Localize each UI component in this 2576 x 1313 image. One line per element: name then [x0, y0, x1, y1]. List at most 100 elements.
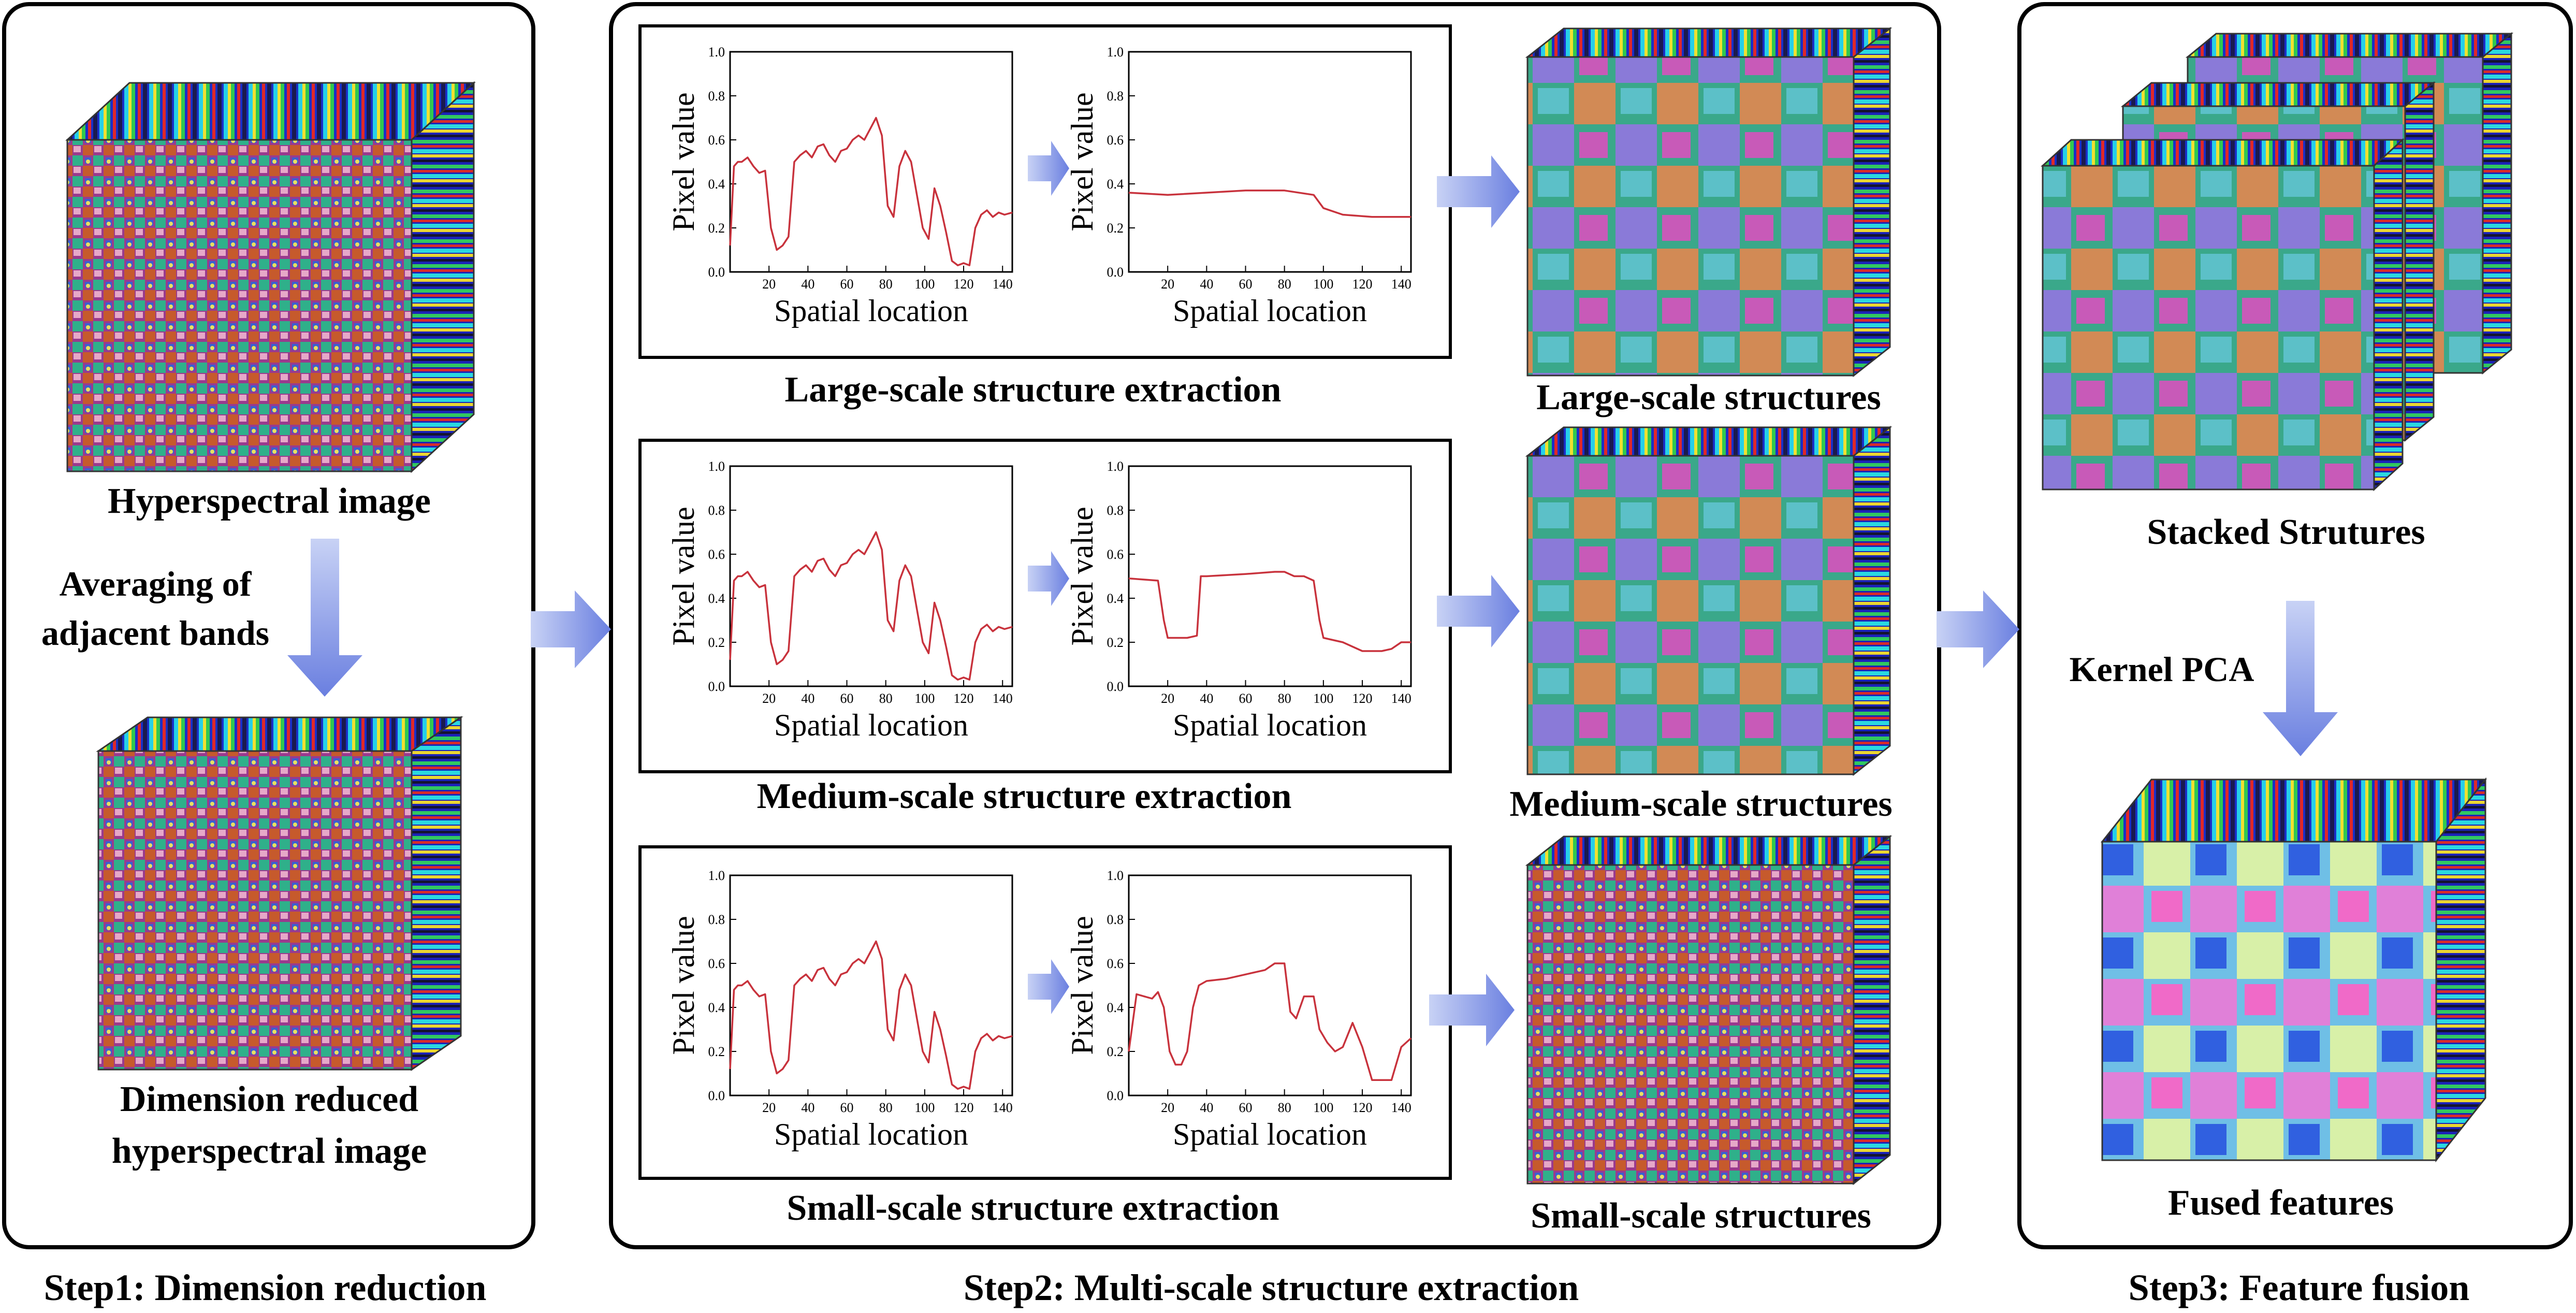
- large-structure-ytick-label: 0.8: [1107, 89, 1124, 104]
- small-original-ylabel: Pixel value: [666, 916, 701, 1055]
- large-structure-ytick-label: 0.6: [1107, 133, 1124, 148]
- step3-panel-frame: [2017, 2, 2573, 1249]
- small-original-ytick-label: 0.8: [708, 912, 725, 927]
- small-structure-ylabel: Pixel value: [1065, 916, 1099, 1055]
- small-structure-ytick-label: 0.8: [1107, 912, 1124, 927]
- large-original-plot-frame: [729, 51, 1013, 273]
- large-original-ytick-label: 0.2: [708, 221, 725, 236]
- medium-original-ytick-label: 0.0: [708, 679, 725, 694]
- large-structures-label: Large-scale structures: [1536, 378, 1881, 417]
- large-structure-ylabel: Pixel value: [1065, 92, 1099, 231]
- large-structure-xtick-label: 100: [1313, 277, 1333, 292]
- hyperspectral-image-label: Hyperspectral image: [108, 481, 431, 521]
- medium-output-arrow: [1437, 575, 1520, 647]
- stacked-structures-cubes: [2041, 32, 2514, 492]
- fused-features-label: Fused features: [2168, 1183, 2394, 1223]
- medium-structure-ytick-label: 0.2: [1107, 635, 1124, 650]
- medium-original-xtick-label: 80: [879, 691, 893, 706]
- small-structure-xtick-label: 20: [1161, 1100, 1174, 1115]
- medium-extraction-label: Medium-scale structure extraction: [757, 776, 1292, 816]
- reduced-image-label-line2: hyperspectral image: [112, 1131, 427, 1171]
- small-structure-xtick-label: 140: [1391, 1100, 1411, 1115]
- small-structure-ytick-label: 0.6: [1107, 956, 1124, 971]
- large-original-xtick-label: 20: [762, 277, 776, 292]
- large-inner-arrow: [1028, 141, 1069, 196]
- large-original-ytick-label: 0.6: [708, 133, 725, 148]
- kernel-pca-label: Kernel PCA: [2070, 650, 2254, 689]
- small-original-series-line: [729, 940, 1013, 1090]
- medium-original-ytick-label: 0.4: [708, 591, 725, 606]
- step1-caption: Step1: Dimension reduction: [44, 1267, 487, 1308]
- hyperspectral-cube: [65, 81, 476, 473]
- medium-original-xtick-label: 40: [801, 691, 814, 706]
- small-original-ytick-label: 0.4: [708, 1000, 725, 1015]
- large-structure-xlabel: Spatial location: [1173, 294, 1367, 328]
- medium-original-xtick-label: 20: [762, 691, 776, 706]
- medium-structure-ytick-label: 0.8: [1107, 503, 1124, 518]
- medium-structure-xtick-label: 100: [1313, 691, 1333, 706]
- small-structure-xtick-label: 80: [1278, 1100, 1291, 1115]
- medium-structure-ytick-label: 1.0: [1107, 459, 1124, 474]
- small-original-xtick-label: 80: [879, 1100, 893, 1115]
- large-extraction-label: Large-scale structure extraction: [785, 370, 1282, 410]
- small-original-xtick-label: 120: [954, 1100, 974, 1115]
- small-structure-chart: 0.0 0.2 0.4 0.6 0.8 1.0 20 40 60 80 100 120 140 Spati…: [1065, 868, 1412, 1151]
- medium-structure-ytick-label: 0.6: [1107, 547, 1124, 562]
- small-original-chart: 0.0 0.2 0.4 0.6 0.8 1.0 20 40 60 80 100 120 140 Spati…: [666, 868, 1013, 1151]
- large-structure-xtick-label: 140: [1391, 277, 1411, 292]
- medium-original-ytick-label: 1.0: [708, 459, 725, 474]
- small-original-ytick-label: 1.0: [708, 868, 725, 883]
- large-structure-xtick-label: 20: [1161, 277, 1174, 292]
- medium-original-ytick-label: 0.6: [708, 547, 725, 562]
- small-original-ytick-label: 0.6: [708, 956, 725, 971]
- medium-structure-series-line: [1128, 571, 1411, 652]
- small-output-arrow: [1429, 974, 1515, 1046]
- averaging-label-line1: Averaging of: [60, 564, 252, 603]
- medium-structure-ylabel: Pixel value: [1065, 507, 1099, 645]
- small-structure-series-line: [1128, 962, 1412, 1081]
- large-structure-ytick-label: 0.4: [1107, 177, 1124, 192]
- small-structure-plot-frame: [1128, 874, 1412, 1096]
- step2-to-step3-arrow: [1937, 590, 2019, 668]
- medium-structure-plot-frame: [1128, 465, 1412, 687]
- large-structure-xtick-label: 80: [1278, 277, 1291, 292]
- fused-features-cube: [2100, 777, 2487, 1163]
- medium-structure-ytick-label: 0.0: [1107, 679, 1124, 694]
- small-structure-xtick-label: 40: [1200, 1100, 1213, 1115]
- large-original-ytick-label: 0.8: [708, 89, 725, 104]
- small-original-ytick-label: 0.2: [708, 1044, 725, 1059]
- small-scale-structures-cube: [1525, 834, 1893, 1186]
- small-structure-ytick-label: 0.0: [1107, 1088, 1124, 1103]
- medium-structure-xtick-label: 140: [1391, 691, 1411, 706]
- large-original-xtick-label: 40: [801, 277, 814, 292]
- large-structure-plot-frame: [1128, 51, 1412, 273]
- small-original-xlabel: Spatial location: [774, 1117, 968, 1151]
- medium-original-plot-frame: [729, 465, 1013, 687]
- small-original-xtick-label: 100: [914, 1100, 935, 1115]
- large-structure-ytick-label: 1.0: [1107, 45, 1124, 60]
- large-structure-xtick-label: 60: [1239, 277, 1253, 292]
- large-structure-chart: 0.0 0.2 0.4 0.6 0.8 1.0 20 40 60 80 100 120 140 Spati…: [1065, 45, 1412, 328]
- kernel-pca-arrow: [2263, 601, 2338, 756]
- structure-line-charts: 0.0 0.2 0.4 0.6 0.8 1.0 20 40 60 80 100 120 140 Spati…: [666, 45, 1412, 1151]
- medium-original-xtick-label: 120: [954, 691, 974, 706]
- small-original-plot-frame: [729, 874, 1013, 1096]
- large-original-xtick-label: 60: [840, 277, 854, 292]
- large-original-ytick-label: 0.4: [708, 177, 725, 192]
- medium-original-xlabel: Spatial location: [774, 708, 968, 742]
- large-original-ytick-label: 1.0: [708, 45, 725, 60]
- large-scale-structures-cube: [1525, 26, 1893, 378]
- small-original-xtick-label: 60: [840, 1100, 854, 1115]
- large-structure-series-line: [1128, 190, 1411, 218]
- stacked-structures-label: Stacked Strutures: [2147, 512, 2425, 552]
- step1-to-step2-arrow: [531, 590, 611, 668]
- medium-original-series-line: [729, 531, 1013, 681]
- averaging-label-line2: adjacent bands: [41, 613, 269, 653]
- medium-structure-xtick-label: 60: [1239, 691, 1253, 706]
- large-original-xtick-label: 120: [954, 277, 974, 292]
- large-original-ytick-label: 0.0: [708, 265, 725, 280]
- small-structure-xtick-label: 120: [1352, 1100, 1373, 1115]
- medium-original-xtick-label: 140: [993, 691, 1013, 706]
- medium-original-xtick-label: 100: [914, 691, 935, 706]
